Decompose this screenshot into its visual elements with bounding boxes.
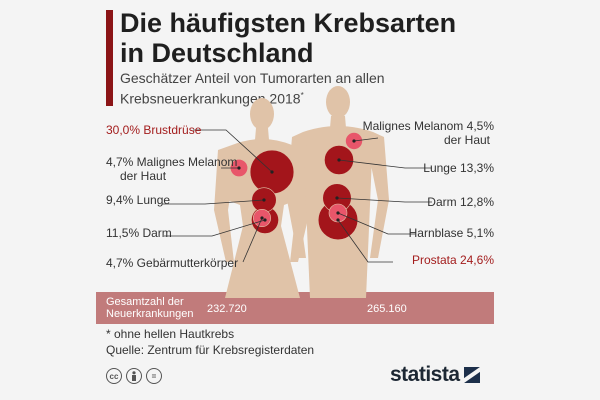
logo-text: statista: [390, 363, 460, 386]
data-label-female-1: 4,7% Malignes Melanom der Haut: [106, 155, 237, 183]
data-label-female-0: 30,0% Brustdrüse: [106, 123, 202, 137]
totals-label: Gesamtzahl der Neuerkrankungen: [106, 296, 194, 320]
leader-dot-female-4: [260, 216, 264, 220]
data-label-female-4: 4,7% Gebärmutterkörper: [106, 256, 238, 270]
leader-line-female-0: [193, 129, 273, 173]
attribution-icon[interactable]: [126, 368, 142, 384]
leader-line-male-2: [336, 197, 432, 203]
data-label-male-4: Prostata 24,6%: [412, 253, 494, 267]
logo-mark-icon: [463, 367, 480, 383]
leader-line-female-4: [242, 217, 263, 263]
leader-dot-male-4: [336, 218, 340, 222]
leader-dot-female-1: [237, 166, 241, 170]
license-icons: cc =: [106, 368, 162, 384]
footnote: * ohne hellen Hautkrebs: [106, 327, 235, 341]
data-label-female-2: 9,4% Lunge: [106, 193, 170, 207]
leader-dot-male-2: [335, 196, 339, 200]
data-label-male-0: Malignes Melanom 4,5% der Haut: [363, 119, 495, 147]
leader-dot-female-3: [263, 218, 267, 222]
leader-line-male-3: [337, 212, 415, 235]
leader-dot-male-1: [337, 158, 341, 162]
person-icon: [132, 371, 136, 381]
leader-dot-female-2: [262, 198, 266, 202]
leader-line-male-4: [337, 219, 393, 263]
data-label-male-2: Darm 12,8%: [427, 195, 494, 209]
source-note: Quelle: Zentrum für Krebsregisterdaten: [106, 343, 315, 357]
statista-logo[interactable]: statista: [390, 363, 480, 387]
leader-dot-female-0: [270, 170, 274, 174]
total-female: 232.720: [207, 303, 247, 315]
page-title: Die häufigsten Krebsarten in Deutschland: [120, 8, 457, 68]
total-male: 265.160: [367, 303, 407, 315]
data-label-female-3: 11,5% Darm: [106, 226, 172, 240]
cc-icon[interactable]: cc: [106, 368, 122, 384]
female-markers: 30,0% Brustdrüse 4,7% Malignes Melanom der…: [106, 123, 295, 270]
male-markers: Malignes Melanom 4,5% der Haut Lunge 13,3%…: [317, 119, 495, 267]
leader-line-male-0: [353, 137, 379, 142]
no-derivatives-icon[interactable]: =: [146, 368, 162, 384]
leader-line-male-1: [338, 159, 432, 169]
title-accent-bar: [106, 10, 113, 106]
subtitle-footnote-mark: *: [300, 91, 304, 100]
leader-line-female-2: [162, 199, 265, 205]
data-label-male-3: Harnblase 5,1%: [409, 226, 495, 240]
data-label-male-1: Lunge 13,3%: [423, 161, 494, 175]
leader-dot-male-0: [352, 139, 356, 143]
leader-line-female-3: [164, 219, 266, 237]
leader-dot-male-3: [336, 211, 340, 215]
